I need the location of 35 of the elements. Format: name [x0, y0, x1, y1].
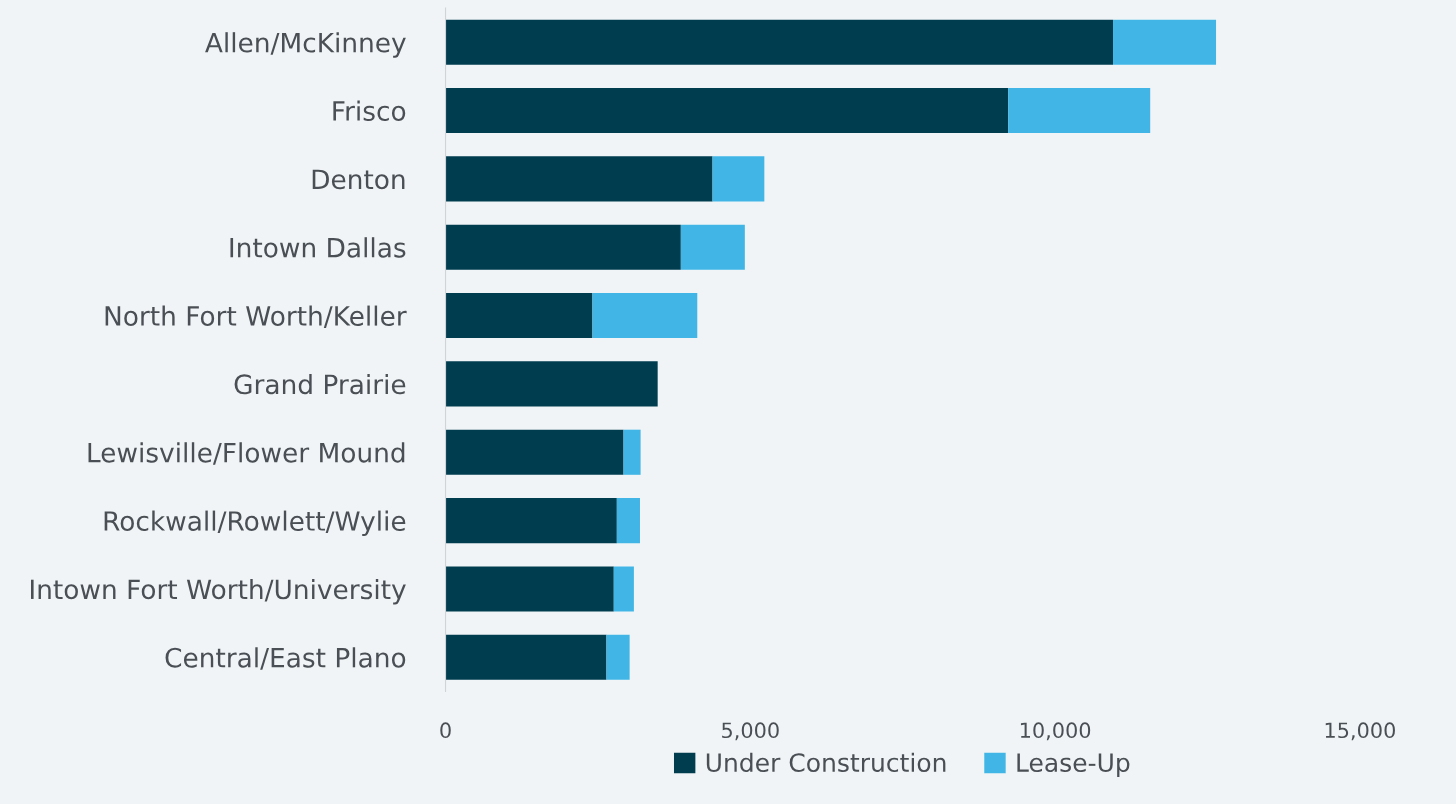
bar — [613, 566, 634, 612]
y-tick-label: Frisco — [333, 100, 406, 121]
legend-label: Under Construction — [706, 752, 946, 773]
x-tick-label: 15,000 — [1325, 722, 1395, 741]
y-tick-label: Grand Prairie — [234, 373, 406, 395]
y-tick-label: Intown Fort Worth/University — [30, 578, 406, 605]
bar — [445, 156, 713, 202]
y-tick-label: Central/East Plano — [165, 647, 406, 670]
y-tick-label: Lewisville/Flower Mound — [88, 442, 405, 465]
bar — [1113, 19, 1217, 65]
bar — [712, 156, 765, 202]
bar — [445, 19, 1114, 65]
bar — [616, 498, 640, 544]
bar — [445, 293, 593, 339]
bar — [680, 224, 745, 270]
y-tick-label: Intown Dallas — [230, 237, 406, 258]
bar — [445, 566, 614, 612]
x-tick-label: 10,000 — [1020, 722, 1091, 741]
y-tick-label: North Fort Worth/Keller — [105, 305, 407, 329]
bar — [623, 429, 641, 475]
bar — [445, 634, 607, 680]
bar — [445, 88, 1009, 134]
y-tick-label: Allen/McKinney — [205, 32, 406, 58]
bar — [445, 361, 658, 407]
y-tick-label: Rockwall/Rowlett/Wylie — [104, 510, 406, 537]
legend-label: Lease-Up — [1017, 753, 1130, 777]
y-tick-label: Denton — [312, 169, 405, 190]
bar — [445, 498, 617, 544]
x-tick-label: 5,000 — [722, 722, 779, 741]
bar — [445, 224, 681, 270]
x-tick-label: 0 — [440, 722, 451, 739]
bar — [592, 293, 698, 339]
bar — [606, 634, 630, 680]
bar — [445, 429, 624, 475]
bar — [1008, 88, 1151, 134]
